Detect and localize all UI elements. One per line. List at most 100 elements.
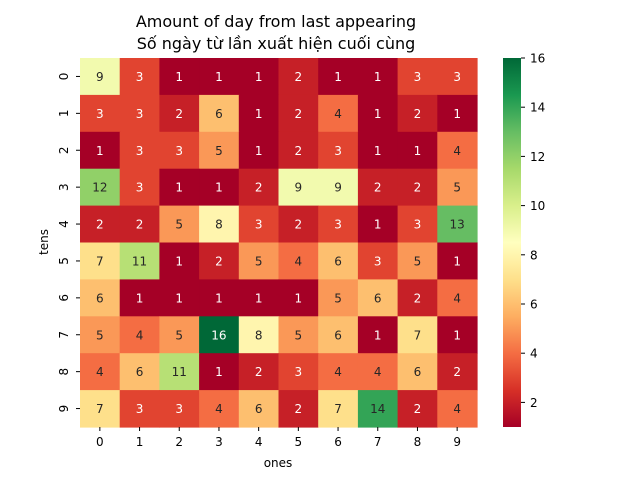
- heatmap-cell-3-8: [397, 168, 438, 207]
- heatmap-cell-1-2: [159, 94, 200, 133]
- colorbar-tick-label: 12: [530, 150, 545, 164]
- y-tick-label: 5: [57, 257, 71, 265]
- heatmap-cell-2-8: [397, 131, 438, 170]
- heatmap-cell-5-8: [397, 242, 438, 280]
- heatmap-cell-9-3: [199, 390, 240, 428]
- cell-value-6-6: 5: [334, 291, 342, 305]
- cell-value-1-1: 3: [136, 107, 144, 121]
- cell-value-7-5: 5: [295, 328, 303, 342]
- heatmap-cell-5-1: [119, 242, 160, 280]
- cell-value-3-0: 12: [92, 181, 107, 195]
- y-tick-label: 3: [57, 183, 71, 191]
- x-tick-label: 7: [374, 435, 382, 449]
- heatmap-cell-6-1: [119, 279, 160, 317]
- x-axis-label: ones: [264, 456, 293, 470]
- cell-value-0-1: 3: [136, 70, 144, 84]
- heatmap-cell-8-7: [357, 353, 399, 391]
- heatmap-cell-3-3: [199, 168, 240, 207]
- heatmap-cell-3-2: [159, 168, 200, 207]
- heatmap-cell-8-3: [199, 353, 240, 391]
- heatmap-cell-1-6: [318, 94, 359, 133]
- heatmap-cell-2-1: [119, 131, 160, 170]
- cell-value-3-5: 9: [295, 181, 303, 195]
- cell-value-2-6: 3: [334, 144, 342, 158]
- heatmap-cell-0-2: [159, 58, 200, 96]
- cell-value-8-9: 2: [453, 365, 461, 379]
- heatmap-cell-5-2: [159, 242, 200, 280]
- heatmap-cell-6-3: [199, 279, 240, 317]
- cell-value-1-9: 1: [453, 107, 461, 121]
- chart-title-line-2: Số ngày từ lần xuất hiện cuối cùng: [137, 34, 416, 53]
- heatmap-cell-5-7: [357, 242, 399, 280]
- cell-value-5-1: 11: [132, 254, 147, 268]
- cell-value-3-8: 2: [414, 181, 422, 195]
- colorbar-tick-label: 10: [530, 199, 545, 213]
- cell-value-3-3: 1: [215, 181, 223, 195]
- y-tick-label: 9: [57, 405, 71, 413]
- cell-value-7-1: 4: [136, 328, 144, 342]
- cell-value-5-4: 5: [255, 254, 263, 268]
- cell-value-0-6: 1: [334, 70, 342, 84]
- cell-value-3-1: 3: [136, 181, 144, 195]
- cell-value-0-9: 3: [453, 70, 461, 84]
- cell-value-4-8: 3: [414, 218, 422, 232]
- heatmap-cell-7-0: [80, 316, 121, 354]
- cell-value-1-3: 6: [215, 107, 223, 121]
- y-axis-label: tens: [37, 229, 51, 255]
- heatmap-cell-0-9: [437, 58, 478, 96]
- heatmap-cell-5-9: [437, 242, 478, 280]
- y-tick-label: 2: [57, 146, 71, 154]
- cell-value-1-2: 2: [175, 107, 183, 121]
- heatmap-cell-6-4: [238, 279, 280, 317]
- heatmap-cell-2-6: [318, 131, 359, 170]
- heatmap-cell-5-3: [199, 242, 240, 280]
- heatmap-cell-2-7: [357, 131, 399, 170]
- cell-value-7-7: 1: [374, 328, 382, 342]
- heatmap-cell-0-1: [119, 58, 160, 96]
- heatmap-cell-7-5: [278, 316, 319, 354]
- heatmap-cell-6-5: [278, 279, 319, 317]
- cell-value-2-7: 1: [374, 144, 382, 158]
- cell-value-9-1: 3: [136, 402, 144, 416]
- cell-value-5-5: 4: [295, 254, 303, 268]
- heatmap-cell-8-0: [80, 353, 121, 391]
- cell-value-4-9: 13: [450, 218, 465, 232]
- cell-value-1-7: 1: [374, 107, 382, 121]
- colorbar-tick-label: 14: [530, 101, 545, 115]
- heatmap-cell-3-6: [318, 168, 359, 207]
- cell-value-5-6: 6: [334, 254, 342, 268]
- heatmap-cell-3-1: [119, 168, 160, 207]
- heatmap-cell-4-3: [199, 205, 240, 244]
- cell-value-2-0: 1: [96, 144, 104, 158]
- cell-value-2-4: 1: [255, 144, 263, 158]
- cell-value-4-2: 5: [175, 218, 183, 232]
- cell-value-4-3: 8: [215, 218, 223, 232]
- cell-value-9-5: 2: [295, 402, 303, 416]
- cell-value-4-0: 2: [96, 218, 104, 232]
- colorbar-tick-label: 4: [530, 347, 538, 361]
- heatmap-cell-9-6: [318, 390, 359, 428]
- cell-value-2-3: 5: [215, 144, 223, 158]
- y-tick-label: 4: [57, 220, 71, 228]
- cell-value-2-9: 4: [453, 144, 461, 158]
- heatmap-cell-7-1: [119, 316, 160, 354]
- cell-value-8-2: 11: [172, 365, 187, 379]
- heatmap-cell-6-6: [318, 279, 359, 317]
- cell-value-6-3: 1: [215, 291, 223, 305]
- cell-value-1-4: 1: [255, 107, 263, 121]
- cell-value-6-1: 1: [136, 291, 144, 305]
- heatmap-cell-1-5: [278, 94, 319, 133]
- cell-value-1-8: 2: [414, 107, 422, 121]
- cell-value-7-4: 8: [255, 328, 263, 342]
- heatmap-cell-9-8: [397, 390, 438, 428]
- heatmap-cell-4-9: [437, 205, 478, 244]
- cell-value-0-7: 1: [374, 70, 382, 84]
- cell-value-3-9: 5: [453, 181, 461, 195]
- heatmap-cell-8-4: [238, 353, 280, 391]
- heatmap-cell-4-4: [238, 205, 280, 244]
- cell-value-6-5: 1: [295, 291, 303, 305]
- cell-value-4-7: 1: [374, 218, 382, 232]
- cell-value-8-8: 6: [414, 365, 422, 379]
- cell-value-9-6: 7: [334, 402, 342, 416]
- cell-value-9-7: 14: [370, 402, 385, 416]
